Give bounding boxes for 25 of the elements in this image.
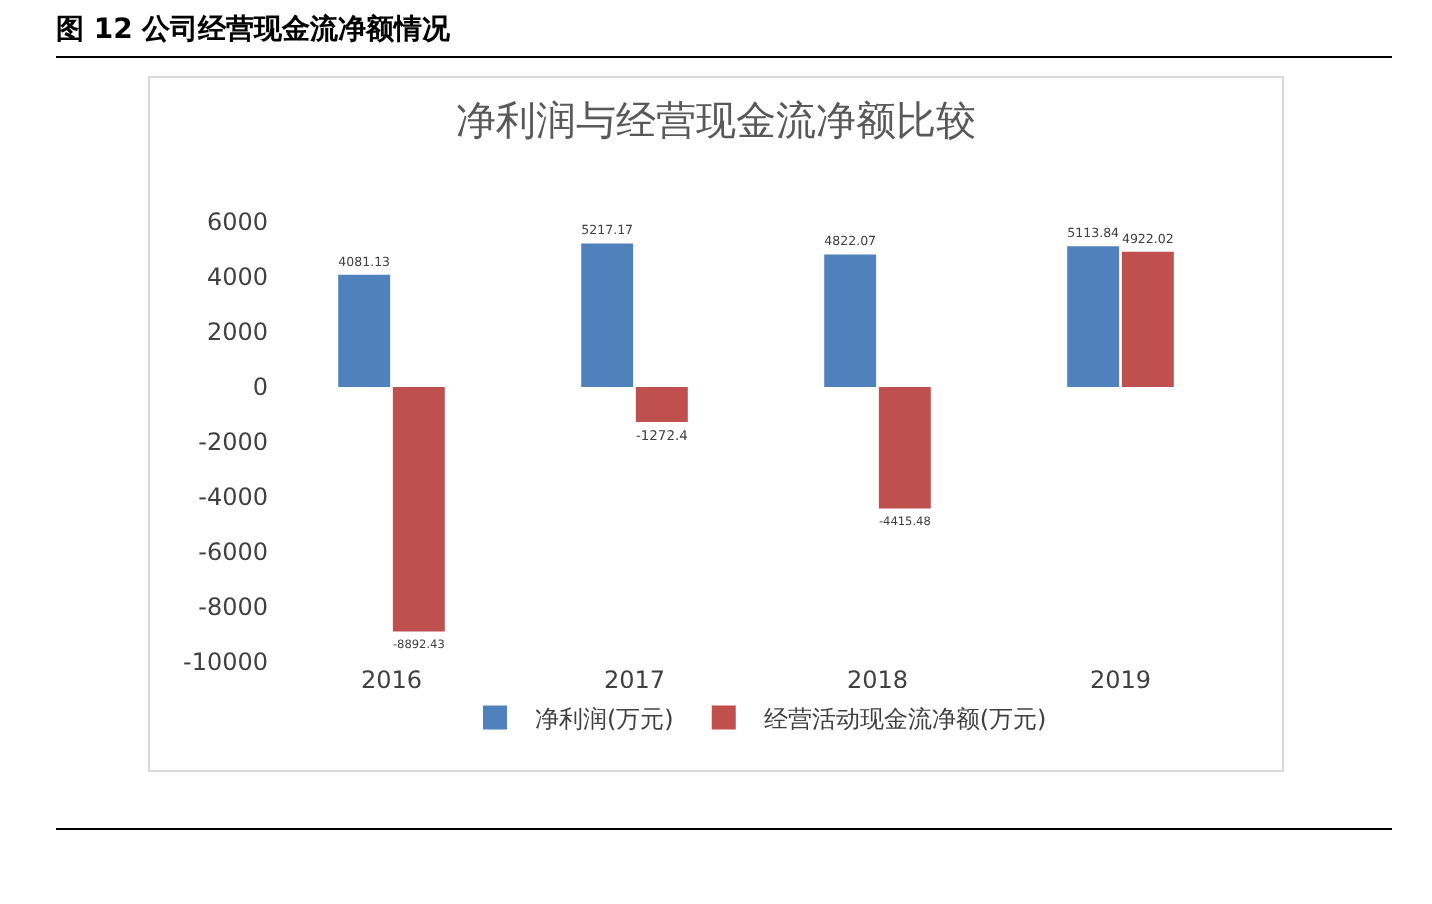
bar bbox=[581, 243, 634, 387]
x-tick-label: 2018 bbox=[846, 666, 909, 694]
y-tick-label: 0 bbox=[252, 373, 268, 402]
y-tick-label: 6000 bbox=[206, 208, 268, 237]
bar bbox=[1067, 246, 1120, 387]
chart-title: 图 12 公司经营现金流净额情况 bbox=[56, 12, 1392, 58]
y-tick-label: 4000 bbox=[206, 263, 268, 292]
y-tick-label: -2000 bbox=[198, 428, 268, 457]
legend-label: 经营活动现金流净额(万元) bbox=[763, 704, 1047, 733]
bar bbox=[824, 254, 877, 387]
y-tick-label: -6000 bbox=[198, 538, 268, 567]
bar bbox=[392, 387, 445, 632]
x-tick-label: 2017 bbox=[603, 666, 666, 694]
bar bbox=[878, 387, 931, 509]
y-tick-label: -4000 bbox=[198, 483, 268, 512]
y-tick-label: -10000 bbox=[182, 648, 268, 677]
legend-label: 净利润(万元) bbox=[535, 704, 674, 733]
bar bbox=[338, 274, 391, 387]
x-tick-label: 2016 bbox=[360, 666, 423, 694]
bar bbox=[635, 387, 688, 422]
x-tick-label: 2019 bbox=[1089, 666, 1152, 694]
bar bbox=[1121, 251, 1174, 387]
y-tick-label: -8000 bbox=[198, 593, 268, 622]
y-tick-label: 2000 bbox=[206, 318, 268, 347]
chart-subtitle: 净利润与经营现金流净额比较 bbox=[456, 95, 976, 144]
